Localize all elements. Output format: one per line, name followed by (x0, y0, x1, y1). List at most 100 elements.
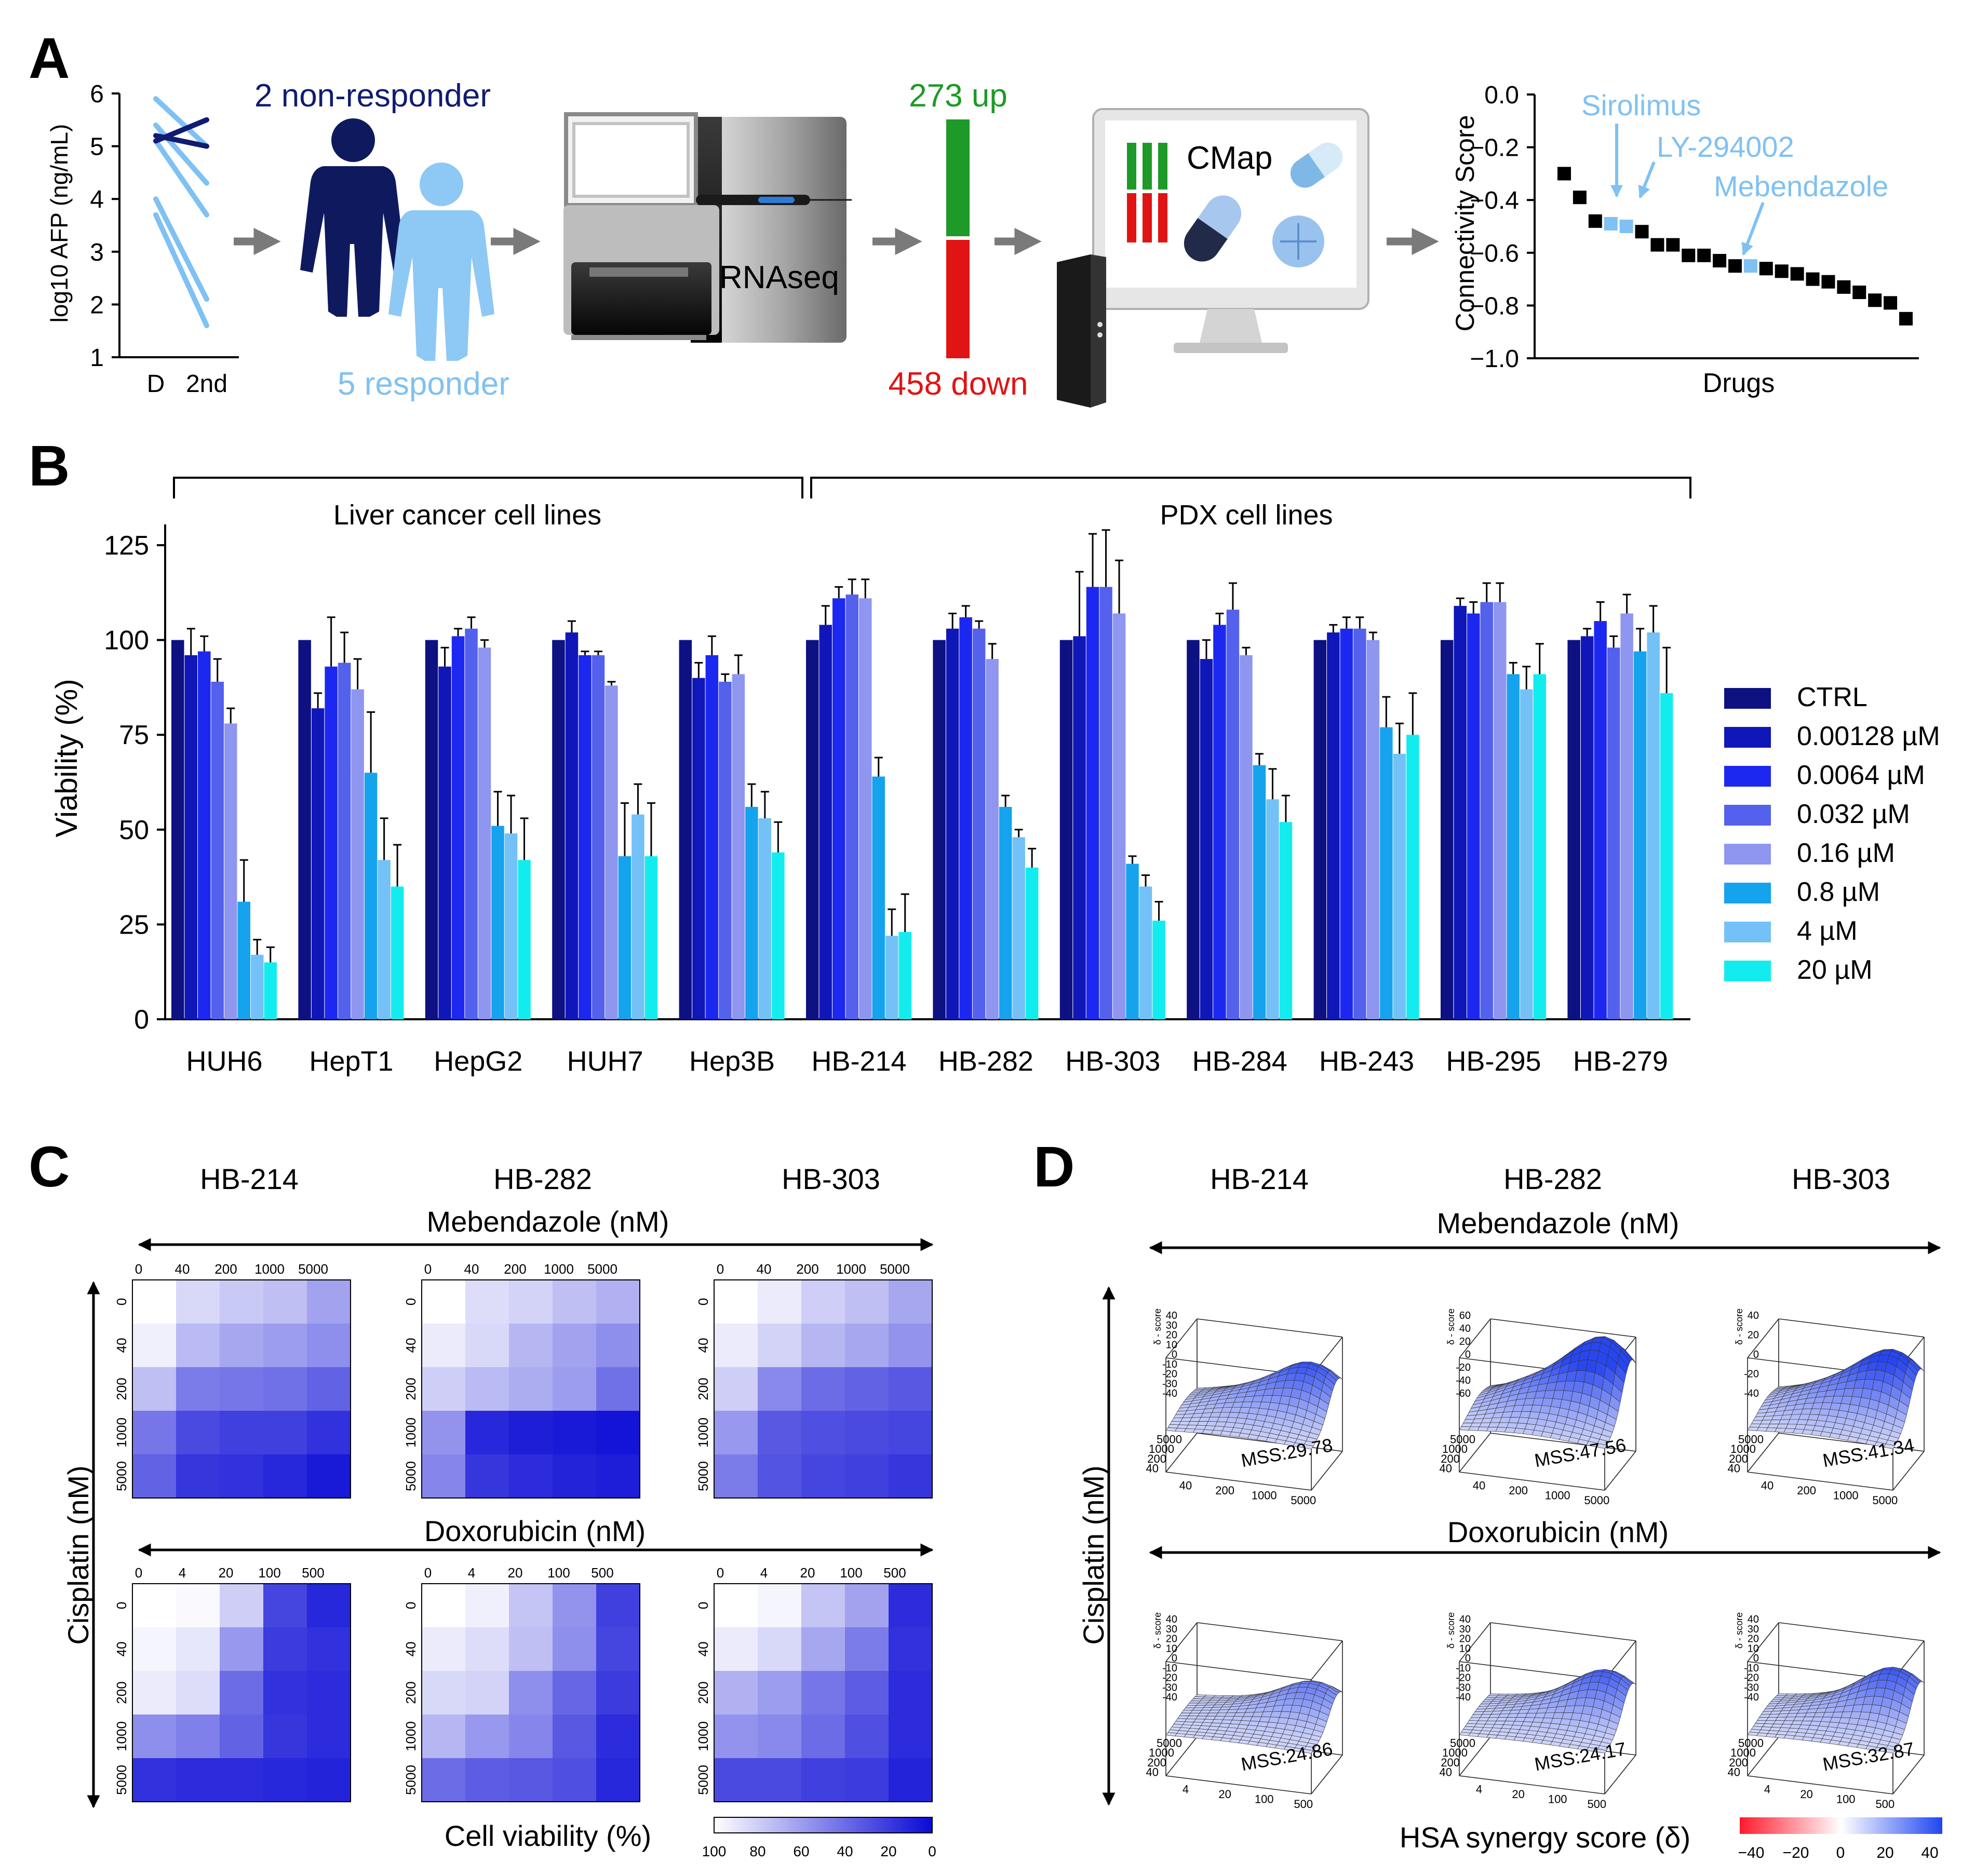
heatmap-cell (307, 1671, 351, 1715)
category-label: HB-303 (1065, 1046, 1160, 1077)
afp-responder-line (153, 96, 209, 149)
pd-legend-tick: 20 (1876, 1844, 1893, 1861)
heatmap-cell (553, 1627, 597, 1671)
heatmap-x-tick: 100 (840, 1565, 862, 1581)
heatmap-cell (465, 1324, 509, 1368)
heatmap-cell (132, 1367, 177, 1411)
bar (819, 625, 832, 1019)
bar (298, 640, 311, 1019)
heatmap-y-tick: 0 (695, 1298, 711, 1305)
afp-x-tick-d: D (147, 370, 165, 398)
heatmap-x-tick: 200 (504, 1261, 526, 1277)
heatmap-cell (889, 1627, 933, 1671)
connectivity-y-tick-label: −0.6 (1470, 240, 1519, 267)
surface-x-tick: 4 (1476, 1783, 1482, 1796)
heatmap-y-tick: 1000 (403, 1721, 419, 1751)
heatmap-cell (801, 1584, 845, 1628)
heatmap-cell (845, 1367, 889, 1411)
heatmap-cell (307, 1280, 351, 1324)
heatmap-cell (596, 1671, 640, 1715)
bar (579, 655, 592, 1019)
category-label: HB-243 (1319, 1046, 1414, 1077)
afp-responder-line (153, 196, 209, 302)
connectivity-point (1852, 286, 1866, 299)
surface-z-tick: -10 (1456, 1663, 1471, 1674)
heatmap-cell (801, 1324, 845, 1368)
heatmap-frame (132, 1583, 351, 1802)
bar (1633, 651, 1647, 1019)
heatmap-cell (132, 1411, 177, 1455)
heatmap-x-tick: 1000 (254, 1261, 285, 1277)
heatmap-cell (553, 1758, 597, 1802)
legend-label: 0.032 µM (1797, 799, 1910, 829)
surface-x-tick: 40 (1761, 1479, 1774, 1492)
surface-y-tick: 5000 (1157, 1433, 1182, 1446)
heatmap-cell (758, 1324, 802, 1368)
heatmap-cell (263, 1411, 307, 1455)
surface-cell (1883, 1443, 1896, 1449)
heatmap-cell (758, 1715, 802, 1759)
heatmap-y-tick: 5000 (695, 1461, 711, 1491)
heatmap-cell (263, 1584, 307, 1628)
heatmap-frame (132, 1279, 351, 1499)
heatmap-cell (889, 1280, 933, 1324)
legend-swatch (1724, 688, 1771, 709)
heatmap-cell (422, 1671, 466, 1715)
bar (1012, 837, 1025, 1019)
legend-swatch (1724, 727, 1771, 748)
heatmap-cell (714, 1671, 758, 1715)
heatmap-cell (596, 1758, 640, 1802)
heatmap-cell (263, 1367, 307, 1411)
heatmap-x-tick: 100 (547, 1565, 570, 1581)
surface-box-edge (1459, 1433, 1491, 1473)
heatmap-cell (801, 1411, 845, 1455)
bar (959, 617, 972, 1019)
group-label-pdx: PDX cell lines (1160, 500, 1333, 531)
surface-box-edge (1747, 1318, 1779, 1358)
heatmap-cell (714, 1411, 758, 1455)
surface-cell (1301, 1444, 1314, 1450)
heatmap-y-tick: 1000 (114, 1721, 129, 1751)
bar (872, 776, 885, 1019)
heatmap-y-tick: 200 (114, 1378, 129, 1400)
heatmap-cell (307, 1584, 351, 1628)
heatmap-cell (132, 1671, 177, 1715)
heatmap-cell (845, 1627, 889, 1671)
heatmap-x-tick: 5000 (298, 1261, 328, 1277)
bar (1507, 674, 1520, 1019)
heatmap-x-tick: 40 (175, 1261, 190, 1277)
surface-y-tick: 40 (1146, 1766, 1159, 1779)
legend-swatch (1724, 922, 1771, 942)
pd-legend-tick: 40 (1921, 1844, 1938, 1861)
bar (224, 723, 237, 1019)
heatmap-cell (889, 1454, 933, 1499)
bar (1340, 628, 1353, 1019)
heatmap-cell (714, 1454, 758, 1499)
pd-col-title-2: HB-282 (1503, 1163, 1602, 1195)
surface-y-tick: 40 (1728, 1462, 1740, 1475)
heatmap-cell (132, 1715, 177, 1759)
heatmap-cell (758, 1454, 802, 1499)
surface-box-edge (1459, 1736, 1491, 1776)
surface-x-tick: 200 (1215, 1484, 1234, 1497)
surface-y-tick: 40 (1728, 1766, 1740, 1779)
heatmap-cell (132, 1627, 177, 1671)
surface-x-tick: 40 (1179, 1479, 1192, 1492)
heatmap-x-tick: 200 (796, 1261, 818, 1277)
bar (632, 814, 644, 1019)
bar (1073, 636, 1086, 1019)
pc-legend-tick: 0 (928, 1843, 936, 1859)
legend-swatch (1724, 844, 1771, 865)
group-label-liver: Liver cancer cell lines (333, 500, 601, 531)
heatmap-cell (714, 1280, 758, 1324)
surface-y-tick: 40 (1440, 1766, 1452, 1779)
surface-box-edge (1747, 1433, 1779, 1473)
bar (565, 632, 579, 1019)
surface-x-tick: 200 (1509, 1484, 1528, 1497)
heatmap-cell (220, 1454, 264, 1499)
connectivity-point (1728, 259, 1742, 273)
heatmap-cell (845, 1280, 889, 1324)
surface-x-tick: 20 (1218, 1788, 1231, 1801)
surface-x-tick: 20 (1512, 1788, 1524, 1801)
connectivity-point (1697, 248, 1711, 262)
